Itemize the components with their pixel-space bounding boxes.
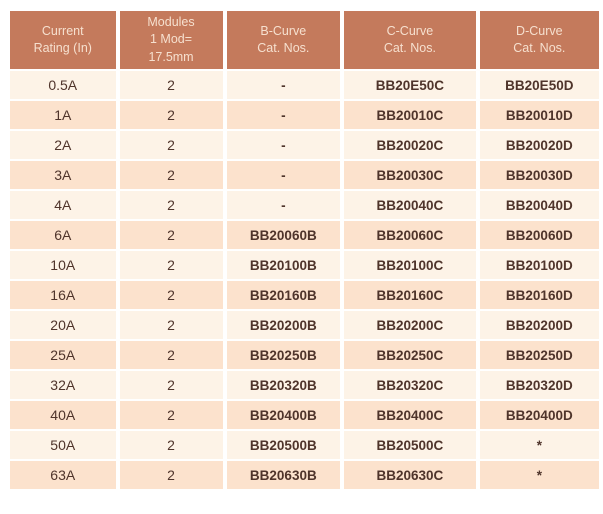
table-cell: BB20630B xyxy=(226,461,341,489)
table-cell: 2 xyxy=(119,461,223,489)
table-row: 10A 2 BB20100B BB20100C BB20100D xyxy=(10,251,599,279)
header-row: Current Rating (In) Modules 1 Mod= 17.5m… xyxy=(10,11,599,69)
table-cell: BB20250B xyxy=(226,341,341,369)
table-row: 25A 2 BB20250B BB20250C BB20250D xyxy=(10,341,599,369)
table-cell: BB20200B xyxy=(226,311,341,339)
table-row: 32A 2 BB20320B BB20320C BB20320D xyxy=(10,371,599,399)
table-cell: BB20030C xyxy=(344,161,476,189)
table-cell: 16A xyxy=(10,281,116,309)
table-cell: 32A xyxy=(10,371,116,399)
table-cell: BB20320D xyxy=(479,371,599,399)
table-cell: - xyxy=(226,131,341,159)
table-cell: BB20100B xyxy=(226,251,341,279)
table-cell: 2 xyxy=(119,431,223,459)
table-cell: BB20200C xyxy=(344,311,476,339)
table-cell: BB20E50D xyxy=(479,71,599,99)
table-cell: BB20160D xyxy=(479,281,599,309)
table-cell: BB20160B xyxy=(226,281,341,309)
table-cell: 6A xyxy=(10,221,116,249)
table-cell: 2 xyxy=(119,401,223,429)
table-body: 0.5A 2- BB20E50C BB20E50D 1A 2- BB20010C BB2001… xyxy=(10,71,599,489)
table-cell: BB20020D xyxy=(479,131,599,159)
table-cell: 63A xyxy=(10,461,116,489)
table-cell: BB20500B xyxy=(226,431,341,459)
table-cell: BB20500C xyxy=(344,431,476,459)
table-cell: - xyxy=(226,71,341,99)
table-cell: 10A xyxy=(10,251,116,279)
table-cell: BB20400D xyxy=(479,401,599,429)
table-cell: BB20020C xyxy=(344,131,476,159)
table-row: 2A 2- BB20020C BB20020D xyxy=(10,131,599,159)
table-header: Current Rating (In) Modules 1 Mod= 17.5m… xyxy=(10,11,599,69)
table-row: 50A 2 BB20500B BB20500C * xyxy=(10,431,599,459)
table-row: 3A 2- BB20030C BB20030D xyxy=(10,161,599,189)
table-cell: BB20100C xyxy=(344,251,476,279)
table-cell: BB20250D xyxy=(479,341,599,369)
table-cell: - xyxy=(226,161,341,189)
table-cell: - xyxy=(226,191,341,219)
table-cell: * xyxy=(479,461,599,489)
col-header-c-curve: C-Curve Cat. Nos. xyxy=(344,11,476,69)
table-cell: 2 xyxy=(119,251,223,279)
table-cell: 50A xyxy=(10,431,116,459)
table-cell: 40A xyxy=(10,401,116,429)
table-cell: 0.5A xyxy=(10,71,116,99)
table-cell: 2 xyxy=(119,101,223,129)
table-cell: 4A xyxy=(10,191,116,219)
table-cell: 1A xyxy=(10,101,116,129)
table-cell: 2 xyxy=(119,221,223,249)
table-cell: 2 xyxy=(119,311,223,339)
table-cell: BB20060D xyxy=(479,221,599,249)
table-cell: BB20060B xyxy=(226,221,341,249)
table-cell: 20A xyxy=(10,311,116,339)
table-cell: 2 xyxy=(119,281,223,309)
table-cell: 2 xyxy=(119,71,223,99)
table-cell: BB20010C xyxy=(344,101,476,129)
table-cell: BB20100D xyxy=(479,251,599,279)
table-row: 0.5A 2- BB20E50C BB20E50D xyxy=(10,71,599,99)
table-cell: BB20630C xyxy=(344,461,476,489)
col-header-b-curve: B-Curve Cat. Nos. xyxy=(226,11,341,69)
table-cell: 2 xyxy=(119,161,223,189)
table-row: 1A 2- BB20010C BB20010D xyxy=(10,101,599,129)
table-cell: * xyxy=(479,431,599,459)
table-cell: BB20040D xyxy=(479,191,599,219)
table-cell: BB20200D xyxy=(479,311,599,339)
table-cell: BB20040C xyxy=(344,191,476,219)
catalog-table: Current Rating (In) Modules 1 Mod= 17.5m… xyxy=(6,9,603,491)
table-row: 16A 2 BB20160B BB20160C BB20160D xyxy=(10,281,599,309)
table-cell: BB20160C xyxy=(344,281,476,309)
col-header-modules: Modules 1 Mod= 17.5mm xyxy=(119,11,223,69)
table-cell: BB20320C xyxy=(344,371,476,399)
table-row: 63A 2 BB20630B BB20630C * xyxy=(10,461,599,489)
table-row: 40A 2 BB20400B BB20400C BB20400D xyxy=(10,401,599,429)
table-cell: BB20E50C xyxy=(344,71,476,99)
table-cell: 2 xyxy=(119,371,223,399)
table-cell: BB20320B xyxy=(226,371,341,399)
table-row: 6A 2 BB20060B BB20060C BB20060D xyxy=(10,221,599,249)
col-header-d-curve: D-Curve Cat. Nos. xyxy=(479,11,599,69)
table-cell: - xyxy=(226,101,341,129)
table-cell: 2 xyxy=(119,191,223,219)
table-row: 4A 2- BB20040C BB20040D xyxy=(10,191,599,219)
table-cell: BB20030D xyxy=(479,161,599,189)
table-cell: BB20010D xyxy=(479,101,599,129)
table-cell: BB20400C xyxy=(344,401,476,429)
table-cell: BB20250C xyxy=(344,341,476,369)
table-cell: 25A xyxy=(10,341,116,369)
table-cell: 2A xyxy=(10,131,116,159)
table-row: 20A 2 BB20200B BB20200C BB20200D xyxy=(10,311,599,339)
table-cell: BB20400B xyxy=(226,401,341,429)
table-cell: BB20060C xyxy=(344,221,476,249)
table-cell: 2 xyxy=(119,341,223,369)
col-header-current-rating: Current Rating (In) xyxy=(10,11,116,69)
table-cell: 2 xyxy=(119,131,223,159)
table-cell: 3A xyxy=(10,161,116,189)
